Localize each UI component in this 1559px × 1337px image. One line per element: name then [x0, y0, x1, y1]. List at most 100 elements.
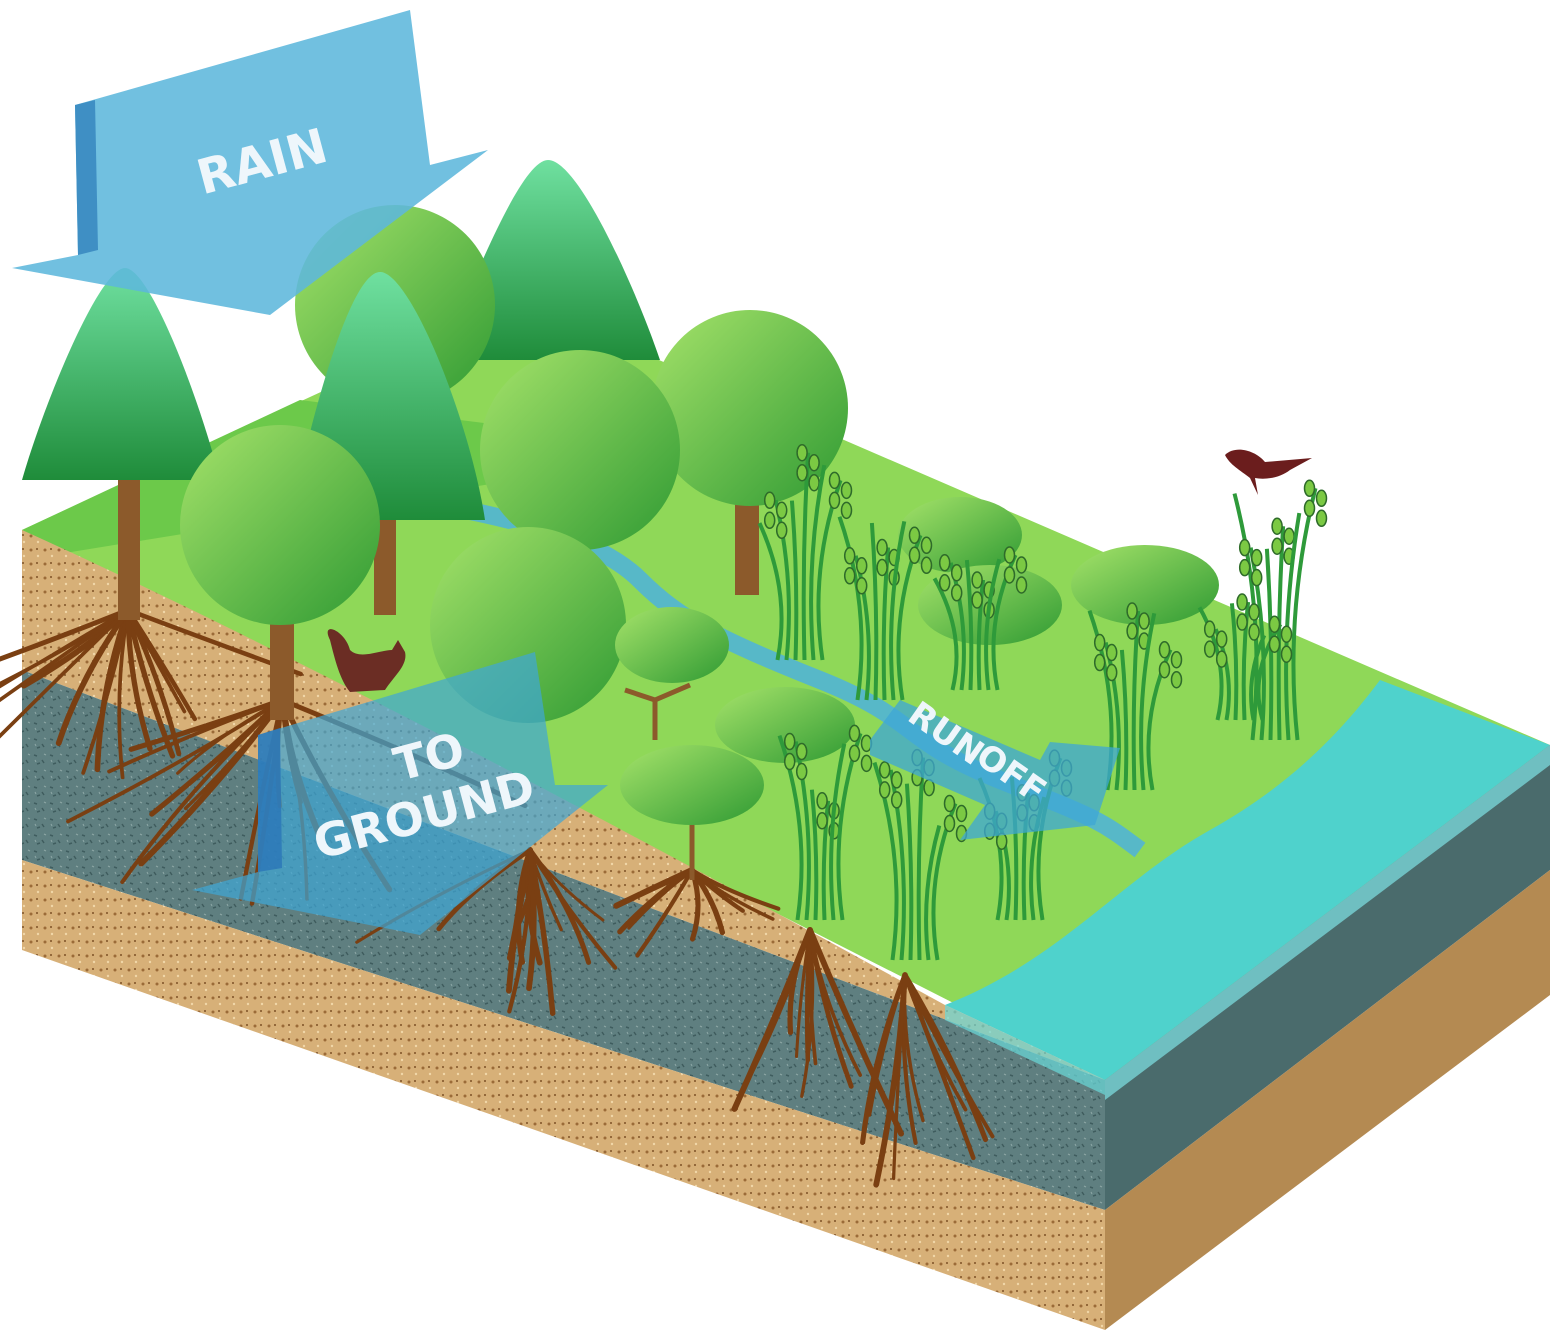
root	[808, 928, 863, 1077]
round-tree	[180, 425, 380, 625]
grass-seed	[1283, 527, 1295, 546]
grass-seed	[783, 752, 796, 771]
grass-seed	[816, 792, 828, 810]
grass-blade	[1119, 649, 1129, 791]
grass-seed	[1271, 537, 1283, 556]
grass-seed	[1303, 499, 1316, 518]
grass-seed	[1126, 602, 1138, 620]
grass-seed	[1250, 568, 1263, 587]
root	[176, 698, 284, 775]
grass-seed	[938, 554, 951, 572]
root	[55, 607, 131, 746]
grass-blade	[773, 499, 791, 661]
grass-blade	[1249, 634, 1267, 721]
grass-blade	[869, 522, 879, 701]
bush	[1071, 545, 1219, 625]
bush	[715, 687, 855, 763]
grass-seed	[1015, 576, 1028, 594]
root	[512, 847, 534, 934]
root	[527, 847, 592, 965]
grass-seed	[855, 577, 868, 595]
root	[731, 927, 813, 1112]
bird	[1225, 449, 1312, 495]
grass-seed	[816, 812, 828, 830]
round-tree	[652, 310, 848, 506]
grass-blade	[976, 579, 986, 691]
pine-tree	[440, 160, 660, 360]
root	[81, 608, 130, 775]
grass-seed	[796, 443, 808, 462]
grass-seed	[1271, 517, 1283, 536]
grass-seed	[843, 547, 856, 565]
grass-seed	[855, 557, 868, 575]
grass-seed	[1170, 650, 1183, 669]
grass-blade	[837, 516, 864, 701]
grass-blade	[1139, 612, 1157, 791]
grass-seed	[1015, 556, 1028, 574]
root	[891, 973, 907, 1181]
grass-seed	[1250, 548, 1263, 567]
water-edge	[1105, 745, 1550, 1100]
bush	[615, 607, 729, 683]
grass-seed	[908, 526, 921, 545]
grass-seed	[1236, 613, 1248, 631]
grass-seed	[950, 564, 963, 582]
grass-seed	[876, 558, 888, 577]
grass-seed	[1158, 660, 1171, 679]
grass-seed	[763, 511, 776, 530]
grass-seed	[943, 814, 956, 833]
grass-blade	[1241, 601, 1251, 721]
grass-seed	[840, 501, 853, 520]
root	[0, 607, 131, 662]
grass-seed	[1280, 625, 1293, 643]
round-tree	[480, 350, 680, 550]
grass-seed	[828, 491, 841, 510]
grass-seed	[848, 724, 861, 743]
root	[0, 608, 130, 739]
root	[94, 607, 131, 773]
grass-blade	[1291, 487, 1318, 741]
root	[860, 972, 908, 1146]
grass-blade	[829, 743, 847, 921]
grass-seed	[795, 762, 808, 781]
grass-seed	[1093, 653, 1106, 672]
grass-seed	[1268, 615, 1281, 633]
grass-seed	[878, 761, 891, 779]
grass-seed	[808, 473, 820, 492]
grass-seed	[828, 471, 841, 490]
grass-seed	[1280, 645, 1293, 663]
grass-blade	[964, 559, 974, 691]
grass-seed	[1126, 622, 1138, 640]
grass-blade	[801, 452, 811, 661]
root	[807, 928, 818, 1066]
grass-seed	[1248, 603, 1260, 621]
root	[635, 867, 695, 958]
grass-seed	[808, 453, 820, 472]
grass-blade	[904, 783, 914, 961]
grass-seed	[1303, 479, 1316, 498]
grass-seed	[848, 744, 861, 763]
grass-seed	[1138, 612, 1150, 630]
grass-seed	[860, 754, 873, 773]
grass-blade	[1256, 623, 1283, 721]
grass-seed	[876, 538, 888, 557]
grass-blade	[789, 500, 799, 661]
bush	[620, 745, 764, 825]
grass-seed	[971, 571, 983, 589]
squirrel	[327, 629, 406, 692]
grass-blade	[1276, 526, 1286, 741]
grass-seed	[1170, 670, 1183, 689]
root	[617, 867, 695, 935]
root	[138, 697, 285, 867]
grass-seed	[920, 556, 933, 575]
grass-seed	[971, 591, 983, 609]
grass-blade	[889, 520, 907, 701]
grass-seed	[843, 567, 856, 585]
grass-seed	[763, 491, 776, 510]
grass-seed	[795, 742, 808, 761]
arrow-body	[12, 10, 488, 315]
arrow-side	[75, 100, 98, 255]
grass-seed	[1105, 663, 1118, 682]
root	[690, 868, 775, 921]
